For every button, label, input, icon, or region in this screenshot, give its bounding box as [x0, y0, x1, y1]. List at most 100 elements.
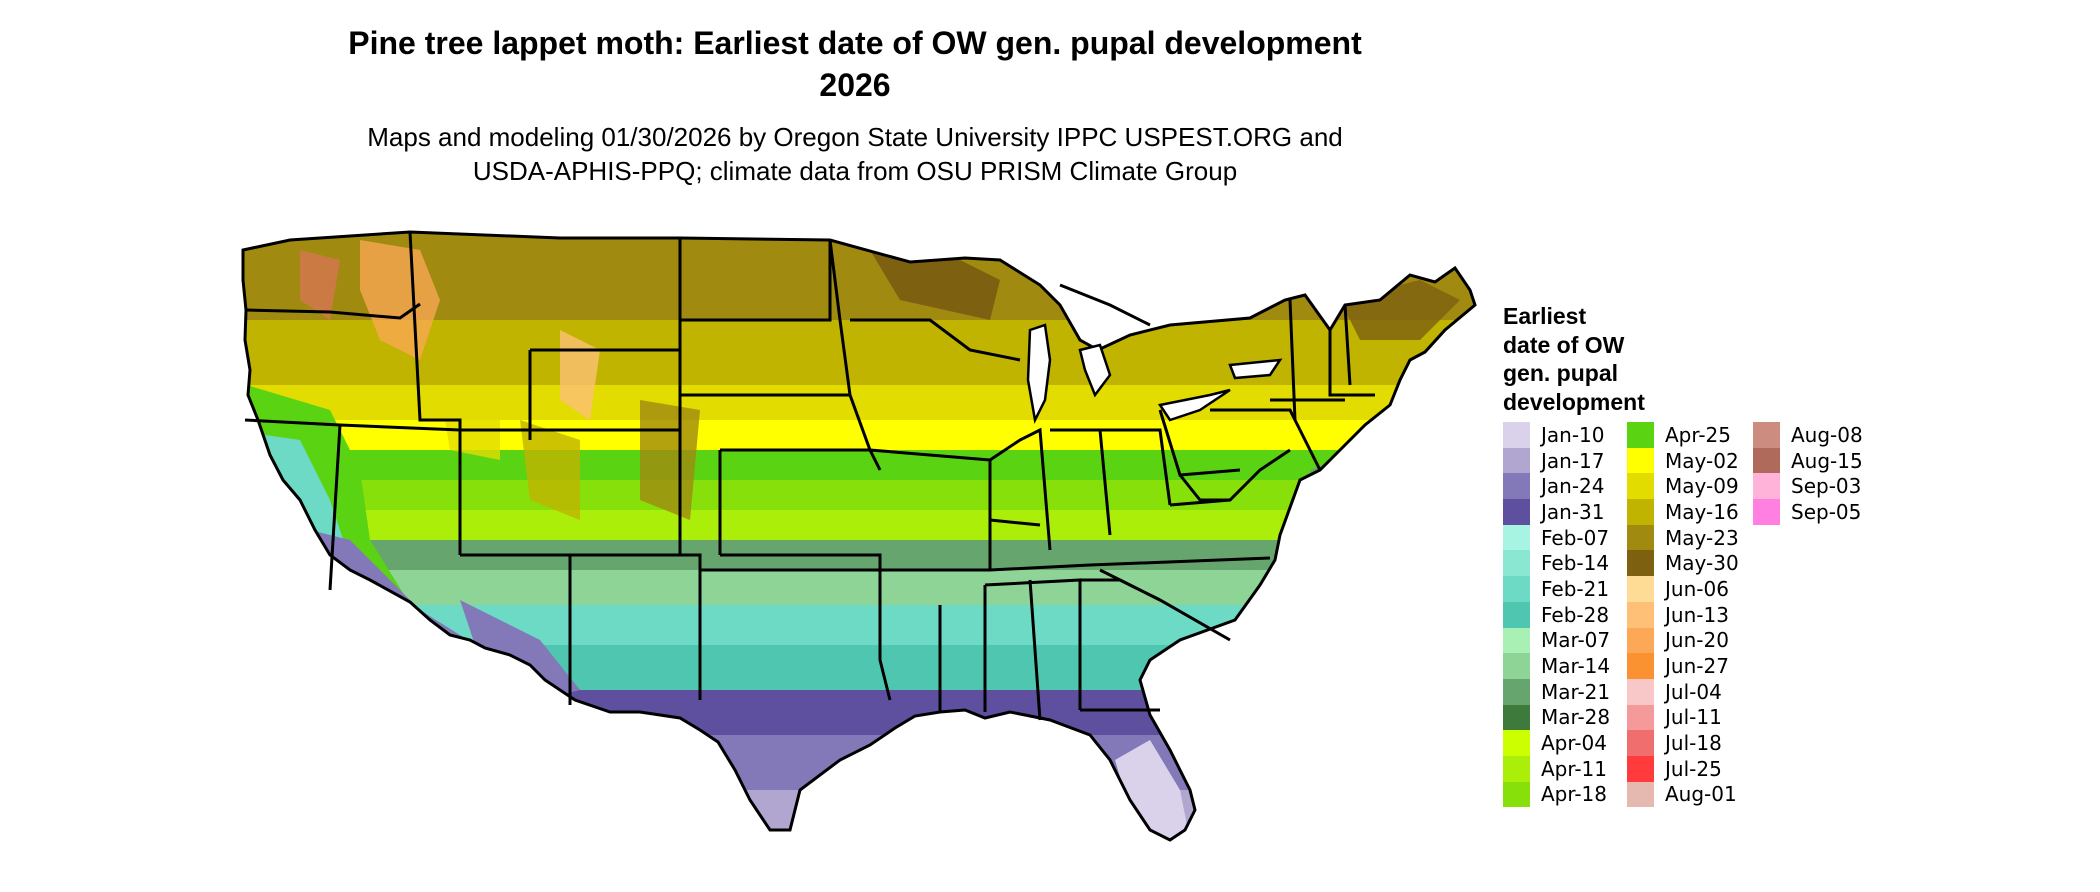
- legend-swatch: [1503, 730, 1530, 756]
- legend-item: Jan-17: [1503, 447, 1610, 474]
- legend-swatch: [1503, 704, 1530, 731]
- legend-swatch: [1627, 781, 1654, 808]
- legend-swatch: [1627, 499, 1654, 525]
- us-phenology-map: [241, 230, 1477, 842]
- legend-column: Apr-25 May-02 May-09 May-16 May-23 May-30 Jun-…: [1627, 422, 1739, 808]
- legend-item: Jun-20: [1627, 627, 1739, 654]
- legend-title-line: gen. pupal: [1503, 360, 1618, 386]
- legend-label: Jan-31: [1541, 499, 1605, 524]
- legend-item: Jun-13: [1627, 601, 1739, 628]
- legend-item: May-16: [1627, 499, 1739, 525]
- legend-item: Mar-28: [1503, 704, 1611, 731]
- legend-label: Mar-28: [1541, 705, 1611, 730]
- lake-ontario: [1228, 358, 1283, 380]
- legend-label: Jan-17: [1541, 448, 1605, 473]
- legend-item: Apr-18: [1503, 781, 1610, 808]
- legend-label: Apr-11: [1541, 756, 1607, 781]
- legend-column: Jan-10 Jan-17 Jan-24 Jan-31 Feb-07 Feb-14 Feb-…: [1503, 422, 1611, 808]
- legend-label: May-23: [1665, 525, 1739, 550]
- legend-label: Jul-18: [1665, 731, 1722, 756]
- legend-swatch: [1627, 601, 1654, 628]
- legend-swatch: [1503, 781, 1530, 808]
- legend-item: Jan-10: [1503, 422, 1610, 448]
- legend-item: Sep-05: [1753, 499, 1863, 525]
- legend-label: Jun-20: [1665, 628, 1729, 653]
- legend-label: Mar-14: [1541, 654, 1611, 679]
- legend-swatch: [1503, 550, 1530, 577]
- legend-item: Apr-11: [1503, 755, 1610, 782]
- legend-title-line: date of OW: [1503, 331, 1625, 358]
- legend-label: Jun-13: [1665, 602, 1729, 627]
- legend-item: Jul-25: [1627, 755, 1739, 782]
- legend-swatch: [1627, 473, 1654, 500]
- lake-huron: [1078, 343, 1112, 398]
- legend-label: Aug-15: [1791, 448, 1863, 473]
- legend-item: Jan-24: [1503, 473, 1610, 500]
- legend-swatch: [1503, 473, 1530, 500]
- legend-swatch: [1627, 704, 1654, 731]
- map-legend: Earliest date of OW gen. pupal developme…: [1503, 302, 1863, 808]
- legend-label: Jun-27: [1665, 654, 1729, 679]
- legend-swatch: [1503, 678, 1530, 705]
- legend-item: May-09: [1627, 473, 1739, 500]
- legend-item: Apr-25: [1627, 422, 1739, 448]
- legend-label: Jun-06: [1665, 576, 1729, 601]
- legend-label: Mar-21: [1541, 679, 1611, 704]
- legend-item: Jun-06: [1627, 576, 1739, 602]
- legend-label: Sep-03: [1791, 474, 1862, 499]
- legend-swatch: [1627, 524, 1654, 551]
- legend-item: May-02: [1627, 447, 1739, 474]
- legend-item: Jul-04: [1627, 678, 1739, 705]
- legend-label: Jan-24: [1541, 474, 1605, 499]
- legend-title-line: Earliest: [1503, 303, 1587, 329]
- legend-swatch: [1627, 755, 1654, 782]
- legend-swatch: [1753, 447, 1780, 474]
- legend-label: Feb-07: [1541, 525, 1610, 550]
- legend-swatch: [1503, 755, 1530, 782]
- legend-item: Feb-14: [1503, 550, 1610, 577]
- subtitle-line-2: USDA-APHIS-PPQ; climate data from OSU PR…: [472, 156, 1238, 186]
- legend-swatch: [1753, 499, 1780, 525]
- legend-label: Aug-01: [1665, 782, 1737, 807]
- legend-label: Apr-25: [1665, 422, 1731, 447]
- legend-label: Jul-04: [1665, 679, 1722, 704]
- legend-item: Mar-14: [1503, 653, 1610, 679]
- legend-label: Jan-10: [1541, 422, 1605, 447]
- legend-title: Earliest date of OW gen. pupal developme…: [1503, 302, 1703, 416]
- legend-swatch: [1627, 422, 1654, 448]
- legend-item: Mar-07: [1503, 627, 1610, 654]
- map-subtitle: Maps and modeling 01/30/2026 by Oregon S…: [220, 120, 1490, 188]
- legend-item: May-30: [1627, 550, 1739, 577]
- legend-swatch: [1753, 422, 1780, 448]
- legend-swatch: [1627, 627, 1654, 654]
- us-outline: [241, 230, 1477, 842]
- lake-erie: [1157, 388, 1231, 422]
- legend-label: Apr-18: [1541, 782, 1607, 807]
- legend-item: Feb-28: [1503, 601, 1610, 628]
- legend-item: Feb-21: [1503, 576, 1610, 602]
- legend-item: Mar-21: [1503, 678, 1611, 705]
- legend-swatch: [1627, 653, 1654, 679]
- legend-swatch: [1753, 473, 1780, 500]
- legend-swatch: [1627, 576, 1654, 602]
- legend-label: Feb-14: [1541, 551, 1610, 576]
- legend-swatch: [1503, 653, 1530, 679]
- state-borders: [244, 231, 1375, 721]
- legend-item: Sep-03: [1753, 473, 1863, 500]
- legend-title-line: development: [1503, 388, 1645, 415]
- legend-item: Feb-07: [1503, 524, 1610, 551]
- legend-item: Jan-31: [1503, 499, 1610, 525]
- legend-label: Jul-25: [1665, 756, 1722, 781]
- great-lakes: [1026, 323, 1283, 424]
- title-line-2: 2026: [819, 67, 891, 103]
- legend-label: Feb-21: [1541, 576, 1610, 601]
- legend-column: Aug-08 Aug-15 Sep-03 Sep-05: [1753, 422, 1863, 525]
- legend-swatch: [1627, 550, 1654, 577]
- legend-swatch: [1503, 499, 1530, 525]
- legend-label: Feb-28: [1541, 602, 1610, 627]
- subtitle-line-1: Maps and modeling 01/30/2026 by Oregon S…: [367, 122, 1343, 152]
- legend-swatch: [1503, 576, 1530, 602]
- legend-item: May-23: [1627, 524, 1739, 551]
- legend-swatch: [1627, 678, 1654, 705]
- legend-label: Aug-08: [1791, 422, 1863, 447]
